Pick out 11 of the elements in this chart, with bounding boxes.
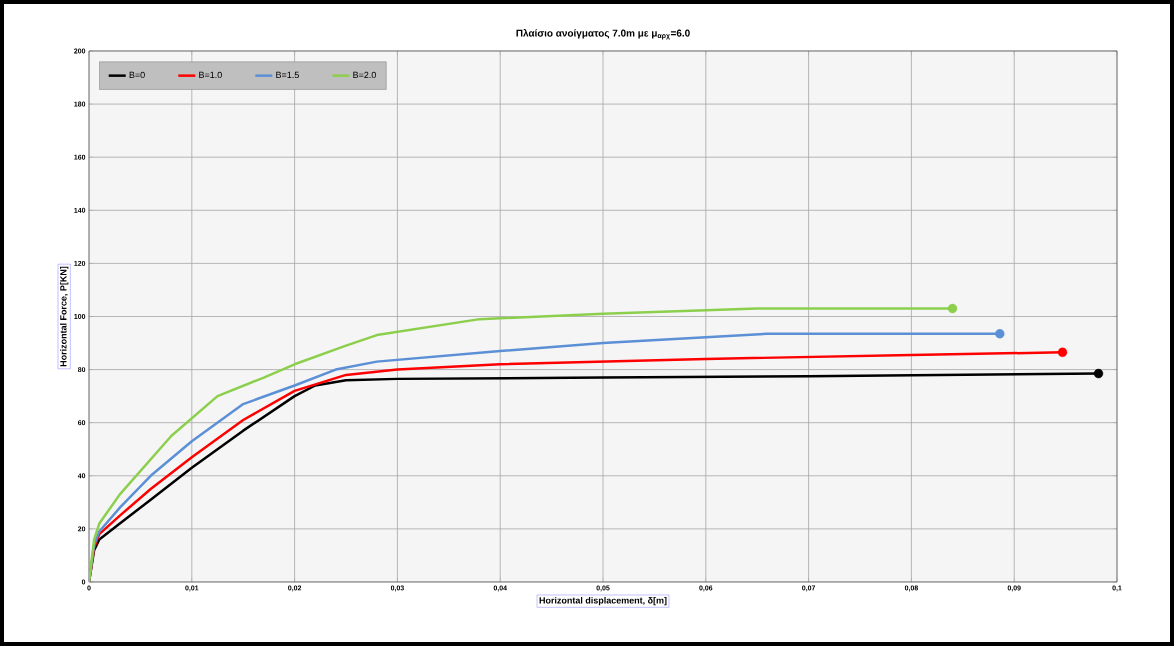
point xyxy=(1057,347,1068,358)
point xyxy=(995,329,1005,339)
x-axis-title: Horizontal displacement, δ[m] xyxy=(539,596,667,606)
legend-label: B=2.0 xyxy=(353,71,376,79)
legend-label: B=1.0 xyxy=(199,71,222,79)
legend-label: B=1.5 xyxy=(276,71,299,79)
y-axis-title: Horizontal Force, P[KN] xyxy=(59,266,69,367)
point xyxy=(1093,368,1104,379)
legend-label: B=0 xyxy=(129,71,145,79)
chart-title: Πλαίσιο ανοίγματος 7.0m με μ$_{αρχ}$=6.0 xyxy=(516,29,690,40)
point xyxy=(947,303,958,314)
